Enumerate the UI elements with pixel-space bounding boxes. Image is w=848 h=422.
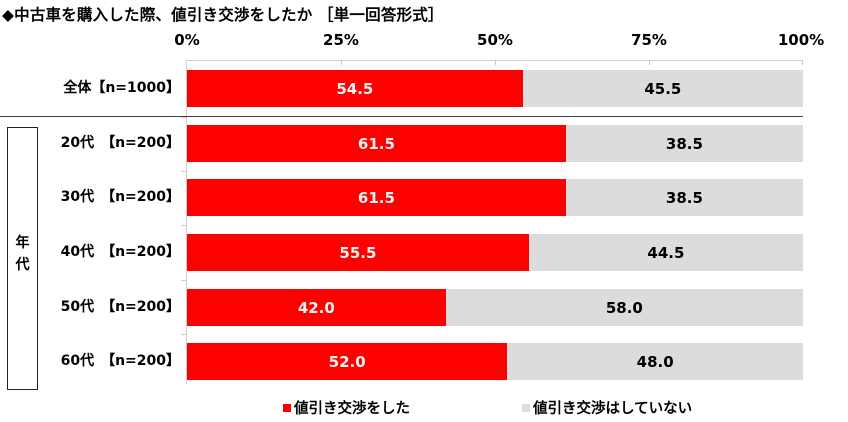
bar-segment-no: 44.5 [528, 234, 803, 271]
total-separator-line [0, 116, 803, 117]
age-group-label: 年代 [15, 235, 30, 273]
x-tick-50: 50% [477, 31, 513, 49]
bar-50s: 42.0 58.0 [187, 289, 803, 326]
row-label-60s: 60代 【n=200】 [60, 353, 180, 369]
legend-item-no: 値引き交渉はしていない [522, 397, 692, 418]
bar-60s: 52.0 48.0 [187, 343, 803, 380]
chart-title: ◆中古車を購入した際、値引き交渉をしたか ［単一回答形式］ [2, 6, 444, 24]
x-tick-25: 25% [323, 31, 359, 49]
x-tick-75: 75% [631, 31, 667, 49]
legend-swatch-red [283, 403, 291, 412]
row-label-30s: 30代 【n=200】 [60, 189, 180, 205]
row-label-20s: 20代 【n=200】 [60, 135, 180, 151]
age-group-box: 年代 [7, 127, 38, 390]
legend-label: 値引き交渉をした [294, 401, 410, 417]
legend-label: 値引き交渉はしていない [533, 401, 693, 417]
x-tickmark [495, 60, 496, 65]
bar-segment-yes: 61.5 [187, 179, 566, 216]
row-label-total: 全体【n=1000】 [63, 80, 180, 96]
x-tickmark [341, 60, 342, 65]
bar-segment-yes: 61.5 [187, 125, 566, 162]
y-tickmark [181, 117, 187, 118]
bar-40s: 55.5 44.5 [187, 234, 803, 271]
row-label-50s: 50代 【n=200】 [60, 299, 180, 315]
y-tickmark [181, 225, 187, 226]
bar-segment-yes: 54.5 [187, 70, 523, 107]
bar-total: 54.5 45.5 [187, 70, 803, 107]
y-axis-line [186, 60, 187, 384]
bar-segment-yes: 55.5 [187, 234, 529, 271]
bar-segment-yes: 52.0 [187, 343, 508, 380]
y-tickmark [181, 171, 187, 172]
row-label-40s: 40代 【n=200】 [60, 244, 180, 260]
y-tickmark [181, 334, 187, 335]
bar-segment-no: 48.0 [507, 343, 803, 380]
x-tick-100: 100% [777, 31, 825, 49]
bar-30s: 61.5 38.5 [187, 179, 803, 216]
x-tickmark [802, 60, 803, 65]
legend-item-yes: 値引き交渉をした [283, 397, 410, 418]
bar-segment-no: 38.5 [565, 179, 803, 216]
bar-segment-no: 45.5 [522, 70, 803, 107]
bar-20s: 61.5 38.5 [187, 125, 803, 162]
bar-segment-no: 58.0 [445, 289, 803, 326]
x-tickmark [649, 60, 650, 65]
legend-swatch-gray [522, 403, 530, 412]
y-tickmark [181, 280, 187, 281]
x-tick-0: 0% [174, 31, 200, 49]
bar-segment-no: 38.5 [565, 125, 803, 162]
bar-segment-yes: 42.0 [187, 289, 446, 326]
